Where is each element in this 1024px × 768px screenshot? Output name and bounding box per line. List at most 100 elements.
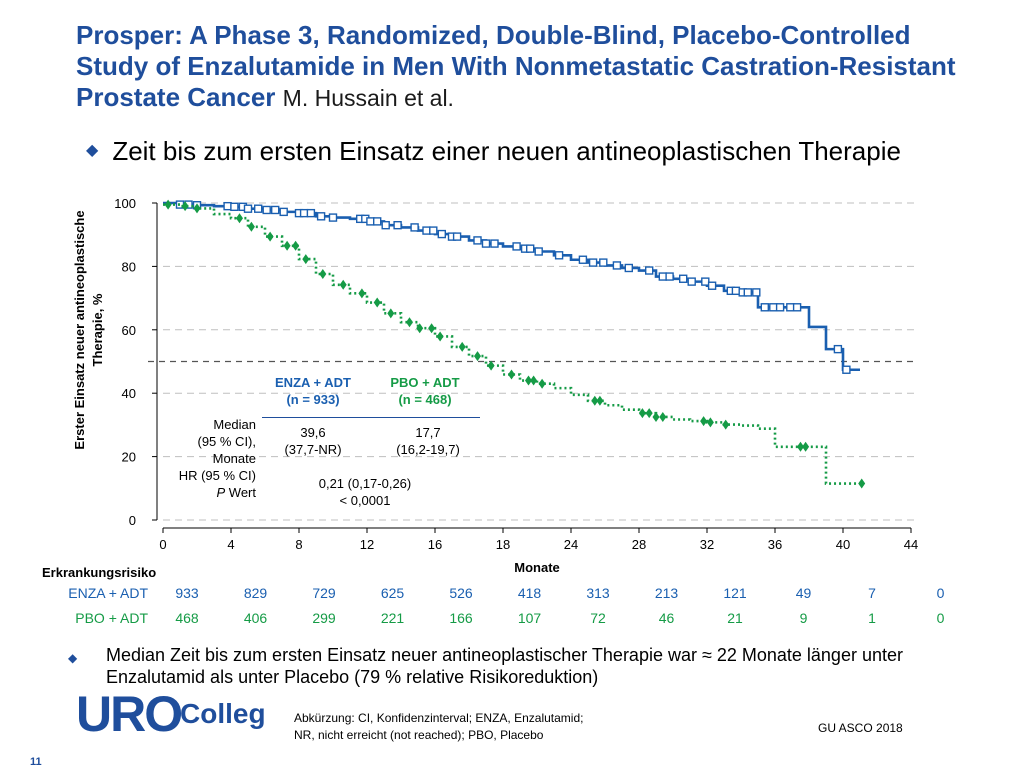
y-tick-label: 0 — [129, 513, 136, 528]
stats-pbo-header-line1: PBO + ADT — [390, 375, 460, 390]
censor-square — [679, 274, 688, 283]
censor-square — [253, 204, 263, 213]
stats-enza-header-line1: ENZA + ADT — [275, 375, 351, 390]
censor-square — [731, 286, 741, 296]
chart-gridlines — [163, 202, 916, 521]
risk-cell: 72 — [590, 610, 606, 626]
x-tick-label: 16 — [428, 537, 442, 552]
censor-diamond — [247, 221, 255, 232]
censor-square — [299, 208, 309, 218]
x-tick-label: 4 — [227, 537, 234, 552]
km-chart: 0 4 8 12 16 18 24 28 32 36 40 44 0 20 40 60 80 100 Monat… — [72, 196, 918, 575]
risk-cell: 213 — [654, 585, 679, 601]
risk-cell: 418 — [517, 585, 542, 601]
censor-square — [490, 239, 499, 248]
stats-pbo-median-value: 17,7 — [415, 425, 441, 440]
censor-square — [760, 303, 769, 312]
censor-diamond — [797, 441, 804, 452]
risk-table-title: Erkrankungsrisiko — [42, 565, 157, 580]
risk-cell: 107 — [517, 610, 542, 626]
censor-diamond — [266, 231, 274, 242]
diamond-bullet-icon-small: ◆ — [68, 651, 78, 665]
censor-diamond — [508, 369, 515, 380]
stats-hr-label: HR (95 % CI) — [178, 468, 256, 483]
censor-square — [393, 220, 402, 230]
censor-diamond — [722, 419, 730, 430]
censor-square — [624, 263, 633, 273]
y-axis-label-line2: Therapie, % — [90, 293, 105, 366]
censor-square — [578, 255, 588, 264]
stats-hr-value-text: 0,21 (0,17-0,26) — [318, 476, 412, 491]
censor-square — [316, 212, 326, 221]
risk-cell: 829 — [243, 585, 268, 601]
censor-square — [665, 272, 674, 281]
censor-diamond — [487, 360, 495, 371]
km-curve-diamond — [163, 203, 860, 485]
censor-square — [599, 258, 608, 267]
censor-diamond — [428, 323, 436, 334]
censor-square — [429, 226, 438, 235]
stats-pbo-header-line2: (n = 468) — [398, 392, 452, 407]
abbreviations-line2: NR, nicht erreicht (not reached); PBO, P… — [294, 728, 544, 742]
risk-cell: 0 — [936, 610, 945, 626]
censor-square — [833, 344, 843, 354]
x-tick-label: 32 — [700, 537, 714, 552]
risk-row-label-enza: ENZA + ADT — [68, 585, 148, 601]
censor-square — [554, 251, 564, 260]
risk-cell: 299 — [312, 610, 336, 626]
censor-square — [223, 201, 232, 211]
censor-square — [473, 236, 482, 245]
risk-cell: 46 — [658, 610, 675, 626]
censor-square — [306, 208, 316, 218]
stats-p-label-italic: P — [216, 485, 226, 500]
censor-square — [534, 247, 543, 256]
risk-cell: 526 — [449, 585, 473, 601]
censor-square — [381, 220, 390, 230]
stats-p-label: P Wert — [150, 484, 257, 501]
censor-diamond — [530, 375, 538, 386]
censor-square — [243, 204, 253, 213]
risk-cell: 49 — [795, 585, 812, 601]
censor-diamond — [319, 269, 327, 280]
risk-cell: 121 — [723, 585, 747, 601]
censor-square — [792, 303, 802, 312]
censor-diamond — [645, 408, 653, 419]
stats-median-label-line2: (95 % CI), — [197, 434, 256, 449]
risk-cell: 221 — [380, 610, 405, 626]
censor-square — [452, 232, 462, 241]
censor-square — [422, 226, 431, 235]
abbreviations-line1: Abkürzung: CI, Konfidenzinterval; ENZA, … — [294, 711, 584, 725]
y-tick-label: 60 — [122, 323, 136, 338]
x-tick-label: 36 — [768, 537, 782, 552]
stats-p-label-rest: Wert — [225, 485, 256, 500]
main-bullet-text: Zeit bis zum ersten Einsatz einer neuen … — [112, 136, 901, 166]
censor-square — [701, 277, 710, 286]
risk-row-label-pbo: PBO + ADT — [75, 610, 148, 626]
x-tick-label: 8 — [295, 537, 302, 552]
logo-main: URO — [76, 686, 183, 742]
y-tick-label: 100 — [114, 196, 136, 211]
censor-diamond — [339, 279, 347, 290]
censor-diamond — [283, 240, 291, 251]
censor-square — [786, 303, 795, 312]
censor-diamond — [706, 417, 714, 428]
risk-cell: 166 — [449, 610, 473, 626]
risk-cell: 625 — [380, 585, 405, 601]
censor-diamond — [596, 395, 604, 406]
censor-square — [752, 288, 761, 297]
risk-cell: 406 — [243, 610, 268, 626]
censor-square — [707, 281, 717, 290]
censor-diamond — [638, 408, 646, 419]
censor-diamond — [538, 378, 546, 389]
censor-diamond — [416, 323, 424, 334]
title-authors: M. Hussain et al. — [282, 85, 454, 111]
diamond-bullet-icon: ◆ — [86, 142, 99, 159]
censor-diamond — [181, 201, 189, 212]
stats-enza-median-value: 39,6 — [300, 425, 326, 440]
censor-square — [279, 207, 288, 217]
stats-enza-median-ci: (37,7-NR) — [284, 442, 342, 457]
risk-cell: 313 — [586, 585, 610, 601]
censor-square — [526, 244, 535, 253]
stats-pbo-header: PBO + ADT (n = 468) — [360, 374, 490, 408]
censor-diamond — [302, 254, 310, 265]
